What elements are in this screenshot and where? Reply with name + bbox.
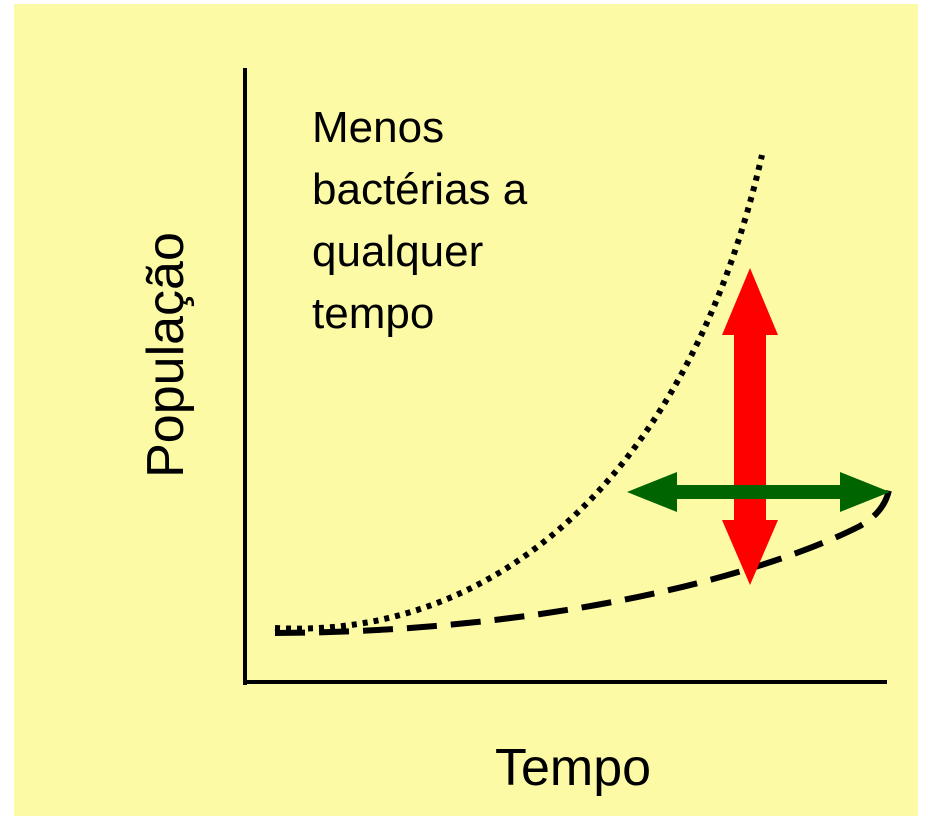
dotted-curve [274, 154, 765, 632]
vertical-arrow [722, 268, 778, 585]
annotation-line: tempo [312, 289, 434, 338]
annotation-line: qualquer [312, 227, 483, 276]
annotation-line: Menos [312, 103, 444, 152]
dashed-curve [274, 482, 893, 636]
y-axis-label: População [137, 232, 195, 478]
x-axis-label: Tempo [495, 739, 651, 797]
horizontal-arrow [627, 472, 890, 512]
annotation-line: bactérias a [312, 165, 528, 214]
